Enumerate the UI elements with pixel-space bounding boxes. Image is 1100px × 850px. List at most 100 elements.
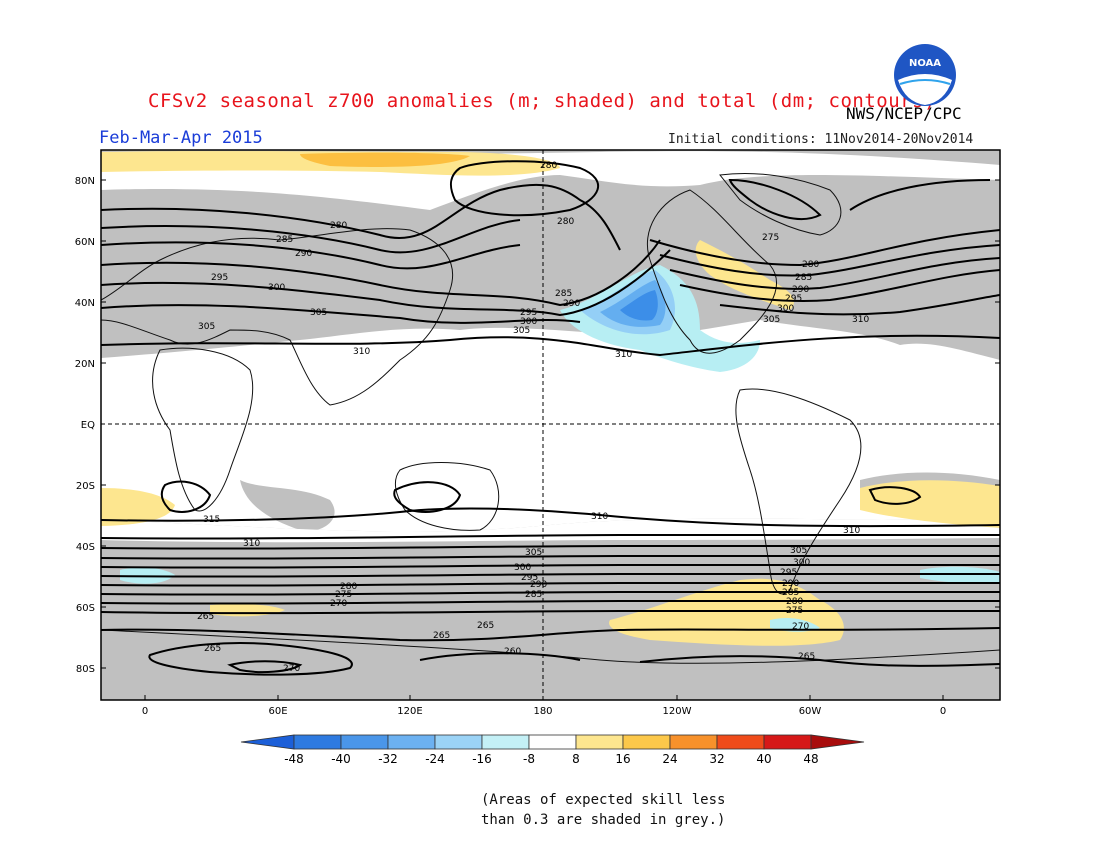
colorbar-tick: 24: [662, 752, 677, 766]
lat-label: 80N: [75, 176, 95, 187]
contour-label: 265: [477, 621, 494, 631]
lat-ticks: [101, 179, 1000, 669]
contour-label: 310: [615, 350, 632, 360]
colorbar-tick: 8: [572, 752, 580, 766]
colorbar-segments: [240, 734, 865, 750]
forecast-period: Feb-Mar-Apr 2015: [99, 128, 263, 148]
contour-label: 310: [591, 512, 608, 522]
contour-label: 285: [525, 590, 542, 600]
contour-label: 275: [762, 233, 779, 243]
contour-label: 280: [340, 582, 357, 592]
contour-label: 270: [330, 599, 347, 609]
colorbar-swatch: [481, 734, 530, 750]
contour-label: 295: [520, 308, 537, 318]
map-chart: 280 280 280 275 285 290 295 300 305 305 …: [75, 149, 1001, 717]
contour-label: 265: [433, 631, 450, 641]
latitude-axis: 80N 60N 40N 20N EQ 20S 40S 60S 80S: [75, 176, 95, 675]
colorbar-swatch: [763, 734, 812, 750]
contour-label: 300: [268, 283, 285, 293]
lat-label: 60N: [75, 237, 95, 248]
contour-label: 305: [513, 326, 530, 336]
colorbar-tick: 48: [803, 752, 818, 766]
contour-label: 280: [557, 217, 574, 227]
contour-label: 290: [782, 579, 799, 589]
colorbar-swatch: [669, 734, 718, 750]
contour-label: 290: [530, 580, 547, 590]
colorbar-swatch: [810, 734, 865, 750]
contour-label: 310: [353, 347, 370, 357]
contour-label: 260: [504, 647, 521, 657]
agency-label: NWS/NCEP/CPC: [846, 104, 962, 123]
initial-conditions: Initial conditions: 11Nov2014-20Nov2014: [668, 132, 974, 147]
colorbar-swatch: [240, 734, 295, 750]
contour-label: 310: [843, 526, 860, 536]
height-contours: [101, 160, 1000, 676]
colorbar-ticks: -48 -40 -32 -24 -16 -8 8 16 24 32 40 48: [284, 752, 818, 766]
logo-text: NOAA: [909, 58, 941, 69]
contour-label: 290: [295, 249, 312, 259]
contour-label: 295: [780, 568, 797, 578]
contour-label: 275: [335, 590, 352, 600]
contour-value-labels: 280 280 280 275 285 290 295 300 305 305 …: [197, 161, 869, 674]
contour-label: 285: [782, 588, 799, 598]
contour-label: 285: [555, 289, 572, 299]
contour-label: 305: [198, 322, 215, 332]
lon-label: 120E: [397, 706, 422, 717]
lat-label: 20N: [75, 359, 95, 370]
lat-label: 60S: [76, 603, 95, 614]
contour-label: 290: [792, 285, 809, 295]
colorbar-tick: 16: [615, 752, 630, 766]
colorbar-tick: -16: [472, 752, 492, 766]
colorbar-swatch: [293, 734, 342, 750]
contour-label: 280: [786, 597, 803, 607]
contour-label: 300: [514, 563, 531, 573]
contour-label: 295: [211, 273, 228, 283]
contour-label: 270: [792, 622, 809, 632]
contour-label: 280: [540, 161, 557, 171]
footnote-line-1: (Areas of expected skill less: [481, 792, 726, 808]
colorbar-tick: -8: [523, 752, 535, 766]
anomaly-shading: [101, 150, 1000, 700]
lon-label: 120W: [663, 706, 692, 717]
contour-label: 310: [243, 539, 260, 549]
contour-label: 285: [795, 273, 812, 283]
longitude-axis: 0 60E 120E 180 120W 60W 0: [142, 706, 946, 717]
contour-label: 300: [777, 304, 794, 314]
lat-label: 40N: [75, 298, 95, 309]
lat-label: 80S: [76, 664, 95, 675]
contour-label: 305: [310, 308, 327, 318]
colorbar-swatch: [528, 734, 577, 750]
colorbar-swatch: [434, 734, 483, 750]
contour-label: 305: [790, 546, 807, 556]
lon-label: 0: [940, 706, 946, 717]
contour-label: 265: [204, 644, 221, 654]
colorbar: -48 -40 -32 -24 -16 -8 8 16 24 32 40 48: [240, 734, 865, 766]
contour-label: 275: [786, 606, 803, 616]
contour-label: 290: [563, 299, 580, 309]
colorbar-tick: 40: [756, 752, 771, 766]
contour-label: 295: [521, 573, 538, 583]
contour-label: 270: [283, 664, 300, 674]
chart-title: CFSv2 seasonal z700 anomalies (m; shaded…: [148, 90, 936, 112]
contour-label: 265: [798, 652, 815, 662]
colorbar-tick: -40: [331, 752, 351, 766]
contour-label: 280: [802, 260, 819, 270]
contour-label: 300: [793, 558, 810, 568]
colorbar-tick: -32: [378, 752, 398, 766]
colorbar-swatch: [387, 734, 436, 750]
contour-label: 285: [276, 235, 293, 245]
colorbar-swatch: [340, 734, 389, 750]
contour-label: 310: [852, 315, 869, 325]
contour-label: 265: [197, 612, 214, 622]
contour-label: 295: [785, 294, 802, 304]
contour-label: 315: [203, 515, 220, 525]
lat-label: EQ: [81, 420, 95, 431]
lon-label: 60W: [799, 706, 822, 717]
lon-ticks: [144, 695, 944, 700]
lon-label: 60E: [268, 706, 287, 717]
contour-label: 305: [525, 548, 542, 558]
colorbar-swatch: [622, 734, 671, 750]
colorbar-tick: -24: [425, 752, 445, 766]
map-frame: [100, 149, 1001, 701]
contour-label: 305: [763, 315, 780, 325]
